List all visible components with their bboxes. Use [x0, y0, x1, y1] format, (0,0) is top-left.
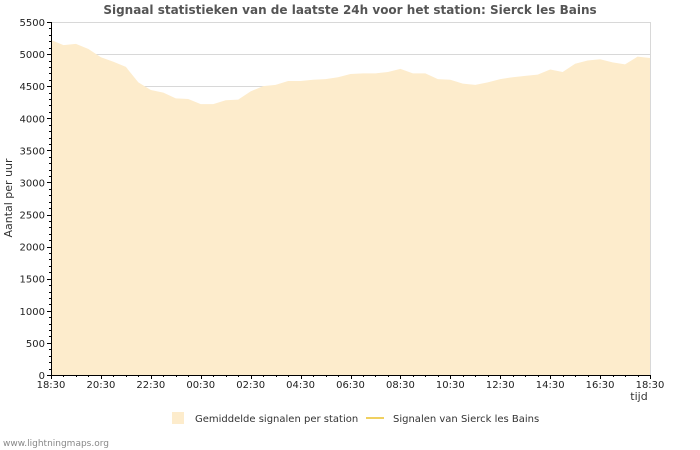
x-tick-label-4: 02:30: [236, 380, 265, 391]
x-tick-label-3: 00:30: [186, 380, 215, 391]
y-tick-label-1500: 1500: [20, 275, 45, 286]
axes: [47, 22, 650, 379]
y-tick-label-500: 500: [26, 339, 45, 350]
legend-label-average: Gemiddelde signalen per station: [195, 414, 358, 425]
y-axis-label: Aantal per uur: [2, 158, 15, 238]
chart-title: Signaal statistieken van de laatste 24h …: [103, 3, 596, 17]
x-tick-label-9: 12:30: [486, 380, 515, 391]
area-series-average: [51, 39, 650, 375]
y-tick-label-4000: 4000: [20, 114, 45, 125]
y-axis-ticks: 0 500 1000 1500 2000 2500 3000 3500 4000 4500 5000…: [20, 18, 51, 382]
x-tick-label-7: 08:30: [386, 380, 415, 391]
x-tick-label-1: 20:30: [87, 380, 116, 391]
x-tick-label-8: 10:30: [436, 380, 465, 391]
x-axis-label: tijd: [630, 390, 647, 403]
y-tick-label-3000: 3000: [20, 178, 45, 189]
y-tick-label-5500: 5500: [20, 18, 45, 29]
x-tick-label-5: 04:30: [286, 380, 315, 391]
x-tick-label-11: 16:30: [586, 380, 615, 391]
y-tick-label-2000: 2000: [20, 243, 45, 254]
y-tick-label-4500: 4500: [20, 82, 45, 93]
x-tick-label-6: 06:30: [336, 380, 365, 391]
y-tick-label-2500: 2500: [20, 211, 45, 222]
x-axis-ticks: 18:30 20:30 22:30 00:30 02:30 04:30 06:30 08:30…: [37, 375, 665, 391]
legend-swatch-average: [172, 412, 184, 424]
y-tick-label-0: 0: [39, 371, 45, 382]
watermark: www.lightningmaps.org: [3, 439, 109, 449]
y-tick-label-3500: 3500: [20, 146, 45, 157]
x-tick-label-2: 22:30: [136, 380, 165, 391]
legend: Gemiddelde signalen per station Signalen…: [172, 412, 539, 425]
y-tick-label-5000: 5000: [20, 50, 45, 61]
x-tick-label-10: 14:30: [536, 380, 565, 391]
x-tick-label-0: 18:30: [37, 380, 66, 391]
y-tick-label-1000: 1000: [20, 307, 45, 318]
x-tick-label-12: 18:30: [636, 380, 665, 391]
legend-label-station: Signalen van Sierck les Bains: [393, 414, 539, 425]
